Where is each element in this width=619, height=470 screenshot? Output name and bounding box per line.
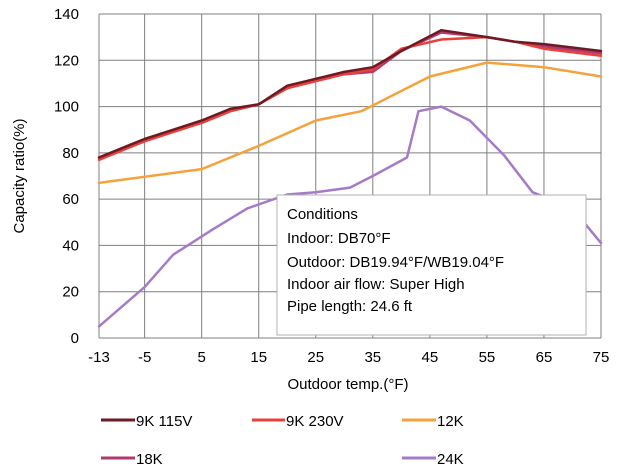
legend-label-24k: 24K [437, 451, 464, 468]
y-tick-label: 140 [54, 6, 79, 23]
legend-label-12k: 12K [437, 413, 464, 430]
series-line-9k-230v [97, 35, 603, 162]
x-axis-title: Outdoor temp.(°F) [287, 376, 408, 393]
x-tick-label: 45 [422, 349, 439, 366]
legend-item-12k: 12K [402, 413, 464, 430]
y-tick-label: 0 [71, 330, 79, 347]
legend-item-9k-115v: 9K 115V [101, 413, 192, 430]
series-lines [97, 28, 603, 328]
x-tick-labels: -13 -5 5 15 25 35 45 55 65 75 [88, 349, 609, 366]
y-axis-title: Capacity ratio(%) [11, 118, 28, 233]
legend-item-24k: 24K [402, 451, 464, 468]
conditions-indoor: Indoor: DB70°F [287, 230, 391, 247]
y-tick-label: 80 [62, 145, 79, 162]
y-tick-label: 20 [62, 284, 79, 301]
x-tick-label: 5 [198, 349, 206, 366]
series-line-12k [97, 61, 603, 185]
y-tick-labels: 0 20 40 60 80 100 120 140 [54, 6, 79, 347]
legend-label-9k-115v: 9K 115V [136, 413, 192, 430]
series-line-9k-115v [97, 28, 603, 159]
y-tick-label: 120 [54, 52, 79, 69]
conditions-outdoor: Outdoor: DB19.94°F/WB19.04°F [287, 254, 504, 271]
conditions-airflow: Indoor air flow: Super High [287, 276, 465, 293]
legend-item-9k-230v: 9K 230V [252, 413, 344, 430]
series-line-18k [97, 31, 603, 159]
x-tick-label: 55 [479, 349, 496, 366]
conditions-title: Conditions [287, 206, 358, 223]
x-tick-label: 15 [250, 349, 267, 366]
legend-label-9k-230v: 9K 230V [286, 413, 344, 430]
legend: 9K 115V 9K 230V 12K 18K 24K [101, 413, 464, 468]
x-tick-label: 25 [307, 349, 324, 366]
y-tick-label: 60 [62, 191, 79, 208]
x-tick-label: -13 [88, 349, 110, 366]
x-tick-label: 35 [364, 349, 381, 366]
x-tick-label: 75 [593, 349, 610, 366]
conditions-annotation: Conditions Indoor: DB70°F Outdoor: DB19.… [276, 194, 587, 336]
y-tick-label: 40 [62, 237, 79, 254]
legend-label-18k: 18K [136, 451, 163, 468]
conditions-pipe-length: Pipe length: 24.6 ft [287, 298, 413, 315]
legend-item-18k: 18K [101, 451, 163, 468]
x-tick-label: -5 [138, 349, 151, 366]
series-line-24k [97, 105, 603, 328]
y-tick-label: 100 [54, 99, 79, 116]
x-tick-label: 65 [536, 349, 553, 366]
conditions-box [276, 194, 587, 336]
